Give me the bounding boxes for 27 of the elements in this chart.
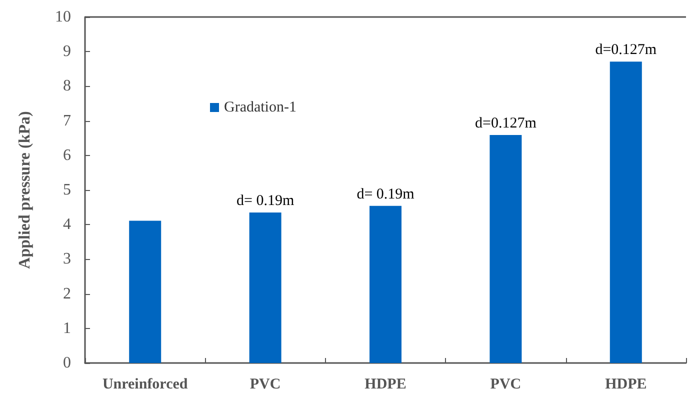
x-tick-label: PVC — [490, 376, 522, 392]
annotation: d= 0.19m — [356, 186, 415, 202]
annotation: d=0.127m — [475, 115, 537, 132]
y-tick-label: 7 — [63, 112, 71, 130]
y-axis-title: Applied pressure (kPa) — [16, 111, 34, 269]
y-tick-label: 8 — [63, 78, 71, 95]
annotation: d= 0.19m — [236, 192, 294, 209]
legend-label: Gradation-1 — [224, 100, 296, 116]
x-tick-label: Unreinforced — [102, 376, 188, 392]
annotation: d=0.127m — [595, 42, 657, 58]
y-tick-label: 0 — [63, 354, 71, 372]
x-tick-label: HDPE — [605, 376, 647, 392]
bar — [610, 62, 642, 363]
y-tick-label: 9 — [63, 43, 71, 60]
bar — [249, 212, 282, 363]
y-tick-label: 6 — [63, 146, 71, 164]
y-tick-label: 5 — [63, 182, 71, 198]
bar — [490, 134, 522, 363]
y-tick-label: 10 — [55, 8, 71, 26]
bar — [129, 220, 162, 363]
y-tick-label: 1 — [63, 320, 71, 337]
y-tick-label: 3 — [63, 250, 71, 268]
y-tick-label: 4 — [63, 216, 71, 234]
y-tick-label: 2 — [63, 285, 71, 302]
x-tick-label: HDPE — [364, 376, 406, 392]
bar — [370, 206, 402, 363]
x-tick-label: PVC — [250, 376, 281, 392]
